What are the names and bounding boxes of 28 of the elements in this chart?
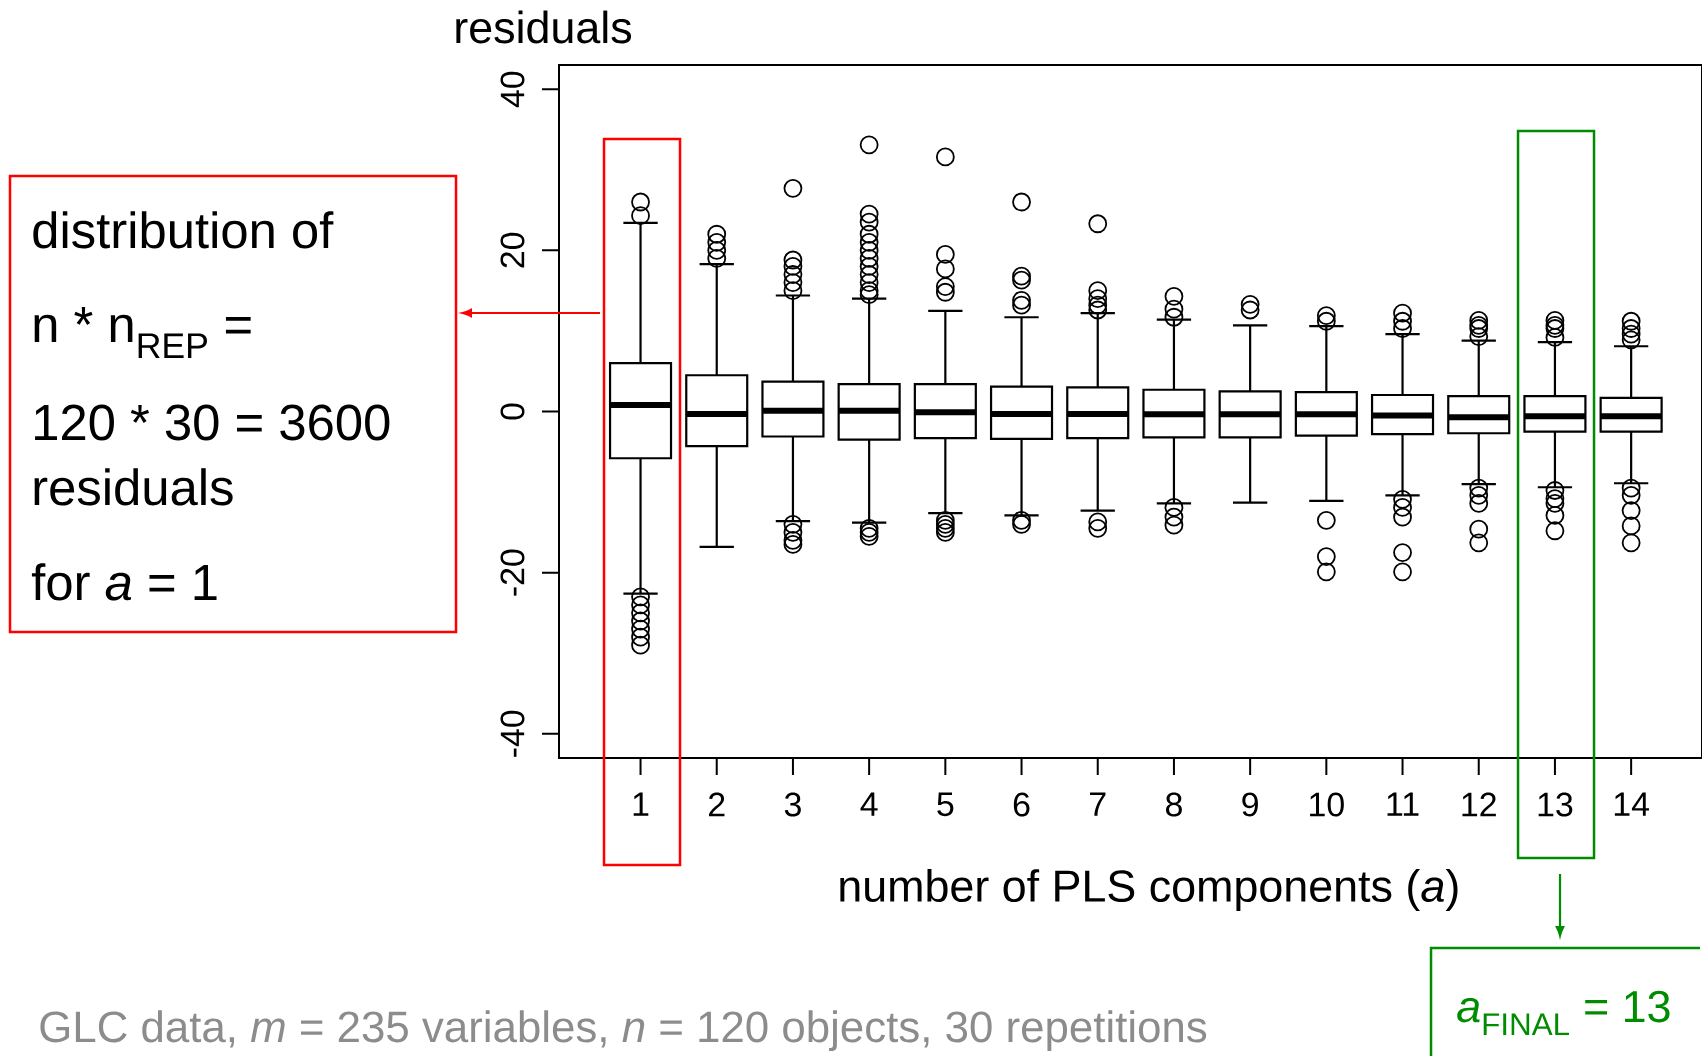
x-tick-label: 10: [1310, 792, 1344, 817]
x-tick-label: 9: [1242, 792, 1258, 817]
y-axis-title: residuals: [456, 10, 632, 44]
x-tick-label: 3: [784, 792, 801, 817]
x-tick-label: 1: [633, 792, 649, 816]
y-tick-label: 0: [500, 403, 525, 420]
x-tick-label: 5: [937, 792, 954, 817]
text: distribution of: [33, 211, 334, 249]
x-tick-label: 13: [1538, 792, 1573, 817]
x-tick-label: 2: [709, 792, 725, 817]
x-tick-label: 4: [860, 792, 878, 816]
text: 120 * 30 = 3600: [35, 404, 390, 441]
text: GLC data, m = 235 variables, n = 120 objects, 30 repetitions: [40, 1010, 1207, 1052]
text: a$_{FINAL}$ = 13: [1457, 990, 1670, 1036]
x-tick-label: 14: [1614, 792, 1649, 816]
x-tick-label: 11: [1387, 792, 1419, 816]
y-tick-label: 40: [500, 71, 525, 108]
x-axis-title: number of PLS components (a): [840, 869, 1458, 911]
x-tick-label: 8: [1165, 792, 1182, 817]
text: for a = 1: [31, 563, 217, 601]
x-tick-label: 12: [1462, 792, 1496, 817]
y-tick-label: 20: [500, 232, 525, 268]
text: residuals: [34, 468, 233, 506]
y-tick-label: -40: [500, 710, 525, 757]
y-tick-label: -20: [500, 549, 525, 596]
text: n * n$_{REP}$ =: [34, 307, 251, 358]
x-tick-label: 7: [1090, 792, 1106, 816]
x-tick-label: 6: [1013, 792, 1030, 817]
